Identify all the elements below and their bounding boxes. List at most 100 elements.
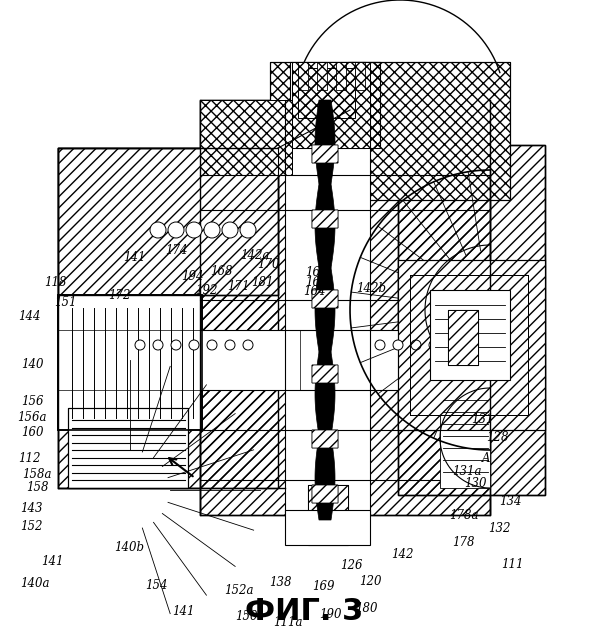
Bar (398, 260, 545, 430)
Text: 141: 141 (123, 251, 146, 264)
Text: 190: 190 (319, 608, 342, 621)
Circle shape (153, 340, 163, 350)
Text: 156: 156 (21, 396, 44, 408)
Bar (312, 210, 338, 228)
Text: 154: 154 (145, 579, 168, 592)
Bar (448, 310, 478, 365)
Bar (58, 148, 278, 295)
Text: 120: 120 (359, 575, 382, 588)
Bar (398, 145, 545, 495)
Bar (312, 145, 338, 163)
Text: 111a: 111a (273, 616, 302, 628)
Bar (312, 485, 338, 503)
Bar (270, 62, 380, 148)
Circle shape (207, 340, 217, 350)
Text: ФИГ. 3: ФИГ. 3 (245, 598, 363, 627)
Text: 178a: 178a (449, 509, 478, 522)
Bar (312, 365, 338, 383)
Bar (317, 62, 327, 90)
Text: 158a: 158a (22, 468, 51, 481)
Text: 152: 152 (20, 520, 43, 532)
Bar (200, 100, 490, 515)
Bar (312, 290, 338, 308)
Text: 142b: 142b (356, 282, 386, 294)
Bar (58, 295, 202, 430)
Text: 142a: 142a (240, 249, 269, 262)
Bar (285, 100, 370, 515)
Text: 112: 112 (18, 452, 41, 465)
Text: 160: 160 (21, 426, 44, 439)
Text: 181: 181 (251, 276, 274, 289)
Bar (312, 485, 338, 503)
Text: 134: 134 (499, 495, 522, 508)
Bar (58, 330, 300, 390)
Bar (312, 430, 338, 448)
Circle shape (171, 340, 181, 350)
Bar (312, 290, 338, 308)
Text: 169: 169 (312, 580, 335, 593)
Bar (312, 430, 338, 448)
Text: 156a: 156a (17, 411, 46, 424)
Text: 143: 143 (20, 502, 43, 515)
Text: 140: 140 (21, 358, 44, 371)
Circle shape (204, 222, 220, 238)
Text: 140a: 140a (21, 577, 50, 590)
Bar (58, 148, 278, 295)
Text: 131a: 131a (452, 465, 482, 477)
Text: 141: 141 (41, 556, 64, 568)
Bar (410, 275, 528, 415)
Text: 140b: 140b (114, 541, 145, 554)
Bar (68, 408, 188, 488)
Text: 130: 130 (464, 477, 487, 490)
Circle shape (222, 222, 238, 238)
Bar (312, 145, 338, 163)
Text: 111: 111 (501, 558, 524, 571)
Circle shape (429, 340, 439, 350)
Bar (448, 310, 478, 365)
Bar (312, 365, 338, 383)
Bar (440, 388, 490, 488)
Bar (398, 145, 545, 495)
Text: 171: 171 (227, 280, 250, 293)
Bar (410, 275, 528, 415)
Bar (348, 62, 510, 200)
Text: 138: 138 (269, 576, 292, 589)
Text: 142: 142 (391, 548, 414, 561)
Bar (298, 68, 355, 118)
Circle shape (393, 340, 403, 350)
Polygon shape (315, 100, 335, 520)
Bar (290, 62, 365, 148)
Bar (298, 68, 355, 118)
Bar (312, 485, 338, 503)
Text: 144: 144 (18, 310, 41, 323)
Text: 150: 150 (235, 610, 258, 623)
Bar (410, 275, 528, 415)
Circle shape (375, 340, 385, 350)
Bar (270, 62, 380, 148)
Bar (308, 485, 348, 545)
Bar (298, 68, 355, 118)
Bar (448, 310, 478, 365)
Bar (200, 100, 490, 515)
Bar (430, 290, 510, 380)
Circle shape (243, 340, 253, 350)
Bar (285, 510, 370, 545)
Circle shape (168, 222, 184, 238)
Bar (355, 62, 365, 90)
Text: 164: 164 (303, 285, 326, 298)
Bar (298, 62, 308, 90)
Text: 162: 162 (305, 276, 328, 289)
Text: 174: 174 (165, 244, 188, 257)
Text: 168: 168 (210, 265, 233, 278)
Text: 194: 194 (181, 270, 204, 283)
Bar (312, 210, 338, 228)
Circle shape (411, 340, 421, 350)
Text: 192: 192 (195, 284, 218, 297)
Bar (370, 330, 545, 390)
Bar (200, 100, 292, 175)
Bar (312, 290, 338, 308)
Circle shape (150, 222, 166, 238)
Text: 166: 166 (305, 266, 328, 279)
Circle shape (240, 222, 256, 238)
Bar (58, 148, 278, 488)
